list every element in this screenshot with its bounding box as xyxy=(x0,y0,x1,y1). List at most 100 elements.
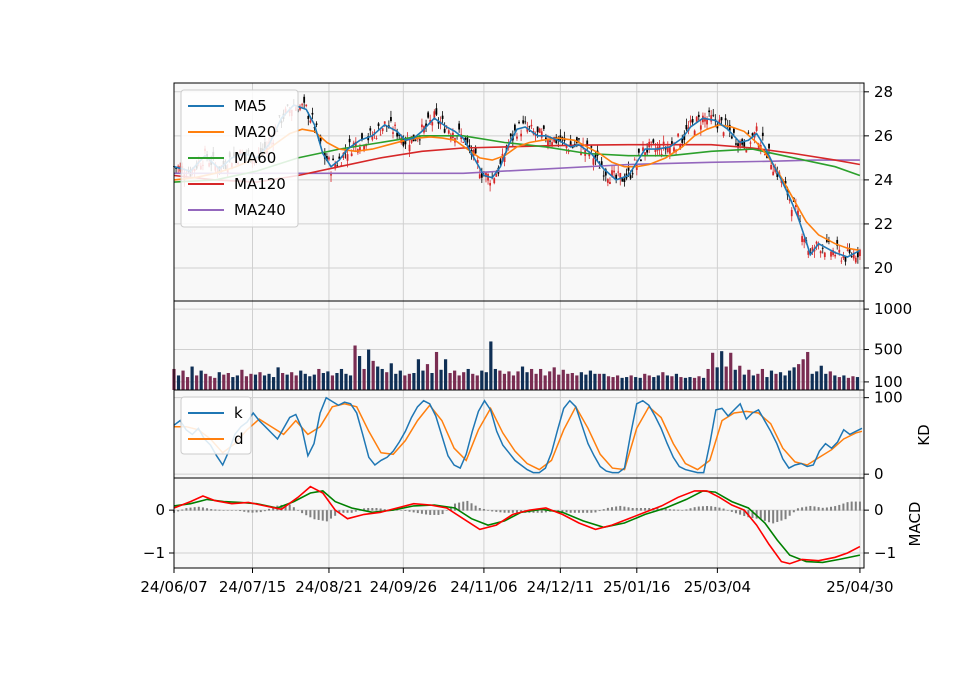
candle-body xyxy=(642,147,644,151)
macd-line-signal xyxy=(173,490,861,564)
macd-histogram-bar xyxy=(582,510,585,513)
candle-body xyxy=(590,146,593,148)
macd-histogram-bar xyxy=(565,510,568,513)
candle-body xyxy=(747,132,750,134)
volume-bar xyxy=(606,376,611,390)
candle-body xyxy=(815,241,818,244)
macd-axis-label: MACD xyxy=(906,502,924,547)
candle-body xyxy=(724,118,727,121)
macd-histogram-bar xyxy=(743,510,746,517)
candle-body xyxy=(739,141,742,146)
candle-body xyxy=(383,121,386,124)
candle-body xyxy=(429,119,432,123)
axis-ticks: 24/06/07 24/07/15 24/08/21 24/09/26 24/11/06… xyxy=(140,83,912,596)
volume-bar xyxy=(190,366,194,390)
volume-bar xyxy=(403,375,407,390)
candle-body xyxy=(613,170,615,173)
macd-histogram-bar xyxy=(342,510,345,513)
volume-bar xyxy=(448,373,452,390)
volume-bar xyxy=(661,372,665,390)
macd-histogram-bar xyxy=(656,508,659,511)
candle-body xyxy=(474,147,477,154)
x-tick-label: 25/03/04 xyxy=(684,578,751,596)
volume-bar xyxy=(543,375,547,390)
macd-histogram-bar xyxy=(809,505,812,511)
volume-bar xyxy=(235,375,239,390)
x-tick-label: 24/09/26 xyxy=(370,578,437,596)
candle-body xyxy=(588,152,591,157)
macd-histogram-bar xyxy=(189,507,192,511)
macd-histogram-bar xyxy=(354,510,357,512)
candle-body xyxy=(514,124,516,131)
macd-right-tick-label: 0 xyxy=(874,501,884,519)
macd-histogram-bar xyxy=(367,508,370,511)
macd-histogram-bar xyxy=(838,504,841,511)
candle-body xyxy=(425,123,427,127)
volume-bar xyxy=(674,373,679,390)
volume-bar xyxy=(430,373,434,390)
legend-label-ma20: MA20 xyxy=(234,123,276,141)
volume-bar xyxy=(548,371,552,390)
legend-label-k: k xyxy=(234,404,243,422)
volume-bar xyxy=(679,377,683,390)
volume-bar xyxy=(412,373,416,390)
volume-bar xyxy=(394,373,398,390)
candle-body xyxy=(408,144,411,152)
macd-histogram-bar xyxy=(305,510,308,516)
candle-body xyxy=(745,148,748,153)
kd-axis-label: KD xyxy=(915,424,933,445)
candle-body xyxy=(728,124,731,131)
macd-histogram-bar xyxy=(346,510,349,513)
macd-histogram-bar xyxy=(858,501,861,511)
volume-bar xyxy=(797,364,801,390)
macd-histogram-bar xyxy=(197,506,200,511)
macd-histogram-bar xyxy=(697,506,700,511)
volume-bar xyxy=(181,370,185,390)
volume-bar xyxy=(643,373,647,390)
x-tick-label: 24/08/21 xyxy=(295,578,362,596)
macd-histogram-bar xyxy=(536,510,539,513)
macd-panel xyxy=(174,478,864,568)
candle-body xyxy=(495,173,498,177)
candle-body xyxy=(838,249,841,253)
macd-histogram-bar xyxy=(185,508,188,511)
candle-body xyxy=(846,249,849,251)
volume-bar xyxy=(742,374,746,390)
macd-right-tick-label: −1 xyxy=(874,544,896,562)
macd-histogram-bar xyxy=(677,509,680,511)
macd-histogram-bar xyxy=(615,506,618,511)
macd-histogram-bar xyxy=(292,507,295,511)
candle-body xyxy=(671,141,673,144)
macd-histogram-bar xyxy=(495,510,498,512)
macd-histogram-bar xyxy=(631,508,634,511)
candle-body xyxy=(751,133,754,136)
volume-bars xyxy=(172,341,860,390)
volume-bar xyxy=(421,370,425,390)
macd-histogram-bar xyxy=(416,510,419,514)
volume-bar xyxy=(824,373,828,390)
candle-body xyxy=(776,171,779,177)
volume-bar xyxy=(434,351,439,390)
candle-body xyxy=(466,137,469,143)
macd-histogram-bar xyxy=(429,510,432,515)
volume-bar xyxy=(846,377,851,390)
volume-y-tick-label: 500 xyxy=(874,341,903,359)
volume-bar xyxy=(312,374,316,390)
macd-left-tick-label: 0 xyxy=(155,501,165,519)
macd-histogram-bar xyxy=(288,504,291,511)
macd-histogram-bar xyxy=(842,503,845,511)
candle-body xyxy=(338,156,341,159)
macd-histogram-bar xyxy=(606,507,609,511)
macd-histogram-bar xyxy=(338,510,341,514)
volume-bar xyxy=(222,374,226,390)
macd-histogram-bar xyxy=(491,510,494,512)
candle-body xyxy=(299,106,301,110)
macd-histogram-bar xyxy=(478,508,481,511)
volume-bar xyxy=(511,375,516,390)
candle-body xyxy=(493,178,496,184)
volume-bar xyxy=(416,359,421,390)
volume-bar xyxy=(751,375,755,390)
volume-bar xyxy=(367,349,371,390)
macd-histogram-bar xyxy=(573,510,576,513)
macd-histogram-bar xyxy=(540,510,543,513)
